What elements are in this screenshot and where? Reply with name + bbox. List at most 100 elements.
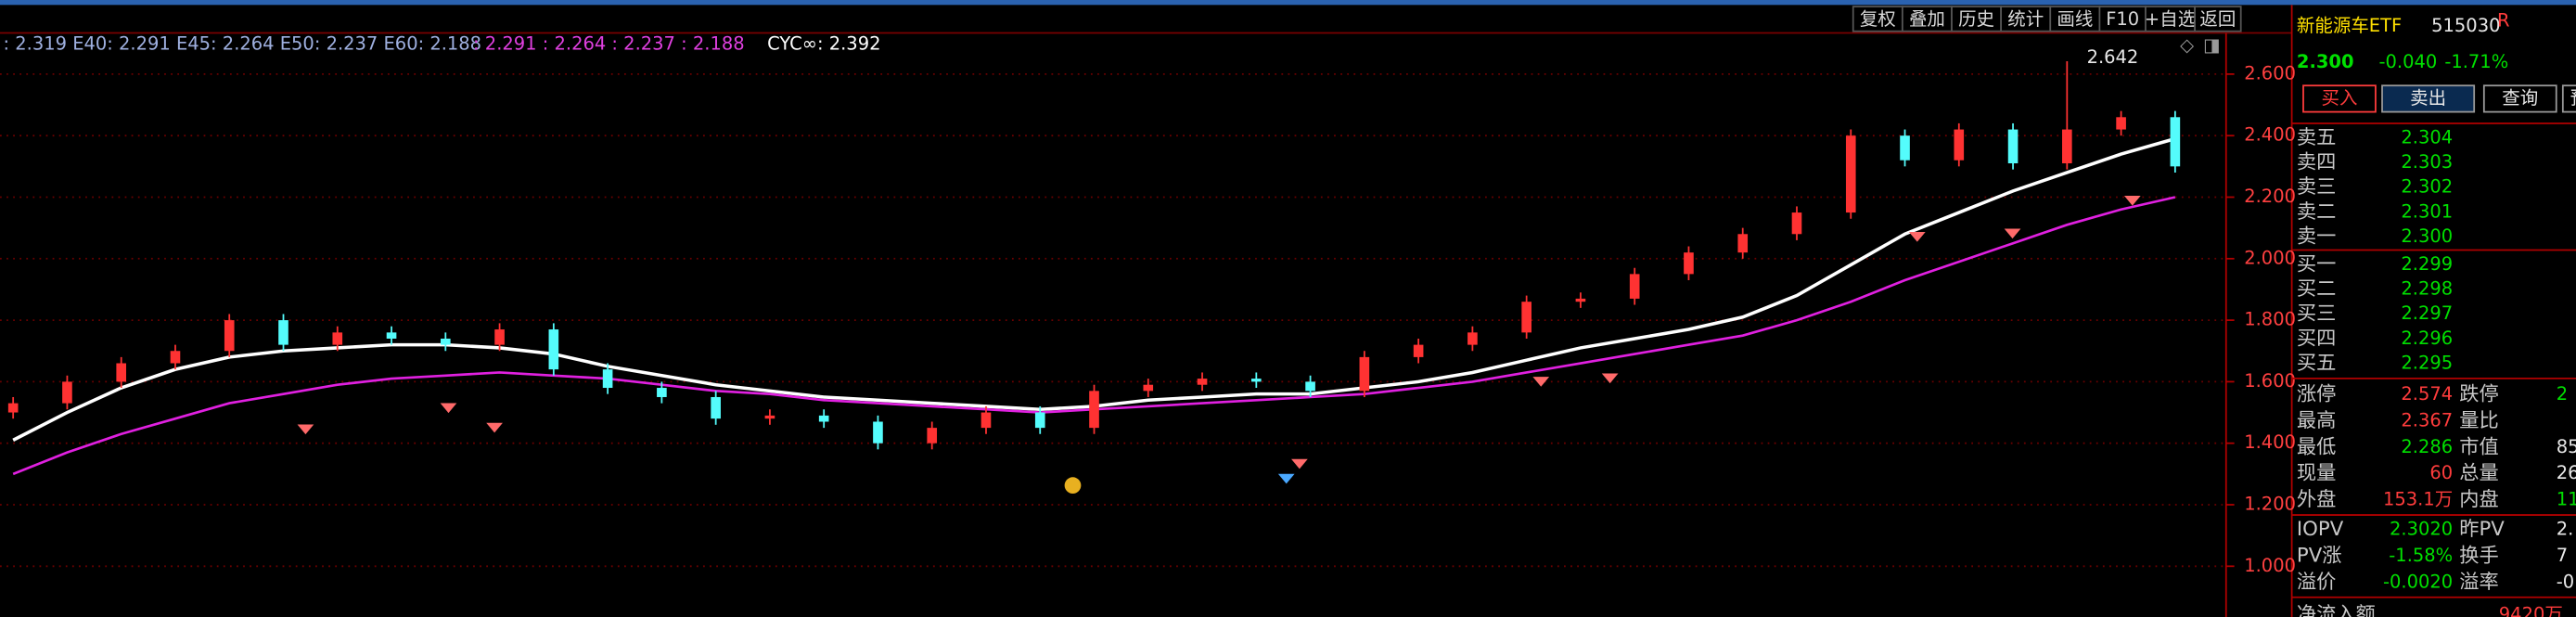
candle-body bbox=[1845, 135, 1856, 213]
icon[interactable]: ◇ bbox=[2180, 34, 2194, 56]
toolbar-button[interactable] bbox=[1852, 6, 1903, 32]
candle-body bbox=[2007, 129, 2019, 164]
candle-body bbox=[980, 412, 992, 429]
candle-body bbox=[1251, 379, 1262, 382]
book-label: 买三 bbox=[2297, 302, 2336, 326]
cycle-legend: CYC∞: 2.392 bbox=[767, 32, 880, 54]
toolbar-label[interactable]: 复权 bbox=[1860, 8, 1896, 30]
candle-body bbox=[602, 369, 613, 389]
etf-value: 2. bbox=[2557, 519, 2574, 540]
book-price: 2.297 bbox=[2401, 302, 2453, 324]
toolbar-label[interactable]: 画线 bbox=[2057, 8, 2093, 30]
trade-button[interactable] bbox=[2561, 84, 2576, 113]
book-label: 卖三 bbox=[2297, 175, 2336, 199]
top-bar bbox=[0, 0, 2576, 6]
quote-panel: 买入 卖出 查询 预卖五 2.304 卖四 2.303 卖三 2.302 卖二 2.301 卖一 2.3… bbox=[2291, 84, 2576, 617]
trade-button-label[interactable]: 查询 bbox=[2502, 87, 2538, 109]
etf-label: 昨PV bbox=[2459, 518, 2505, 541]
candle-body bbox=[1629, 274, 1640, 299]
book-label: 卖二 bbox=[2297, 200, 2336, 224]
toolbar-label[interactable]: 返回 bbox=[2199, 8, 2236, 30]
etf-value: 2.3020 bbox=[2390, 519, 2453, 540]
candle-body bbox=[170, 351, 181, 364]
etf-label: 溢率 bbox=[2459, 571, 2498, 594]
price-change: -0.040 bbox=[2378, 51, 2437, 72]
trade-button[interactable] bbox=[2482, 84, 2557, 113]
stat-label: 涨停 bbox=[2297, 383, 2336, 406]
etf-value: -0.0020 bbox=[2383, 571, 2453, 592]
trade-button[interactable] bbox=[2302, 84, 2377, 113]
toolbar-button[interactable] bbox=[2049, 6, 2101, 32]
book-price: 2.303 bbox=[2401, 151, 2453, 173]
indicator-legend: : 2.319 E40: 2.291 E45: 2.264 E50: 2.237… bbox=[4, 32, 482, 54]
icon[interactable]: ◨ bbox=[2203, 34, 2220, 56]
toolbar-button[interactable] bbox=[2098, 6, 2147, 32]
candle-body bbox=[62, 381, 72, 404]
toolbar-button[interactable] bbox=[2194, 6, 2242, 32]
flow-label: 净流入额 bbox=[2297, 603, 2376, 617]
etf-label: 换手 bbox=[2459, 544, 2498, 567]
candle-body bbox=[711, 396, 721, 419]
trade-button-label[interactable]: 买入 bbox=[2321, 87, 2357, 109]
toolbar-label[interactable]: 统计 bbox=[2007, 8, 2044, 30]
toolbar-button[interactable] bbox=[1901, 6, 1953, 32]
y-tick-label: 1.200 bbox=[2244, 493, 2296, 514]
candle-body bbox=[224, 320, 235, 352]
candle-body bbox=[494, 329, 505, 345]
security-name: 新能源车ETF bbox=[2297, 15, 2402, 36]
book-price: 2.298 bbox=[2401, 278, 2453, 300]
candle-body bbox=[2062, 129, 2072, 164]
etf-label: 溢价 bbox=[2297, 571, 2336, 594]
stat-value: 266 bbox=[2557, 462, 2576, 483]
candle-body bbox=[818, 415, 829, 422]
y-tick-label: 2.400 bbox=[2244, 124, 2296, 146]
toolbar-label[interactable]: 历史 bbox=[1958, 8, 1994, 30]
candle-body bbox=[1359, 356, 1370, 392]
stat-label: 现量 bbox=[2297, 462, 2336, 485]
stat-value: 2.367 bbox=[2401, 409, 2453, 431]
y-tick-label: 2.600 bbox=[2244, 62, 2296, 84]
book-price: 2.300 bbox=[2401, 225, 2453, 247]
book-label: 买四 bbox=[2297, 327, 2336, 350]
book-price: 2.302 bbox=[2401, 176, 2453, 198]
y-tick-label: 1.600 bbox=[2244, 370, 2296, 392]
last-price: 2.300 bbox=[2297, 51, 2354, 72]
toolbar-button[interactable] bbox=[2000, 6, 2052, 32]
candle-body bbox=[1791, 212, 1802, 235]
book-label: 买一 bbox=[2297, 252, 2336, 276]
stat-value: 85 bbox=[2557, 436, 2576, 457]
candle-body bbox=[332, 332, 343, 345]
trade-button-label[interactable]: 卖出 bbox=[2410, 87, 2446, 109]
stat-value: 153.1万 bbox=[2383, 489, 2453, 510]
candle-body bbox=[657, 388, 667, 397]
stat-label: 内盘 bbox=[2459, 488, 2498, 511]
candle-body bbox=[1737, 234, 1749, 253]
toolbar-button[interactable] bbox=[1951, 6, 2003, 32]
trade-button-label[interactable]: 预 bbox=[2570, 87, 2576, 109]
candle-body bbox=[1575, 298, 1586, 302]
stat-label: 最低 bbox=[2297, 435, 2336, 458]
book-label: 买五 bbox=[2297, 352, 2336, 375]
book-label: 买二 bbox=[2297, 277, 2336, 301]
candle-body bbox=[440, 338, 451, 345]
y-tick-label: 1.000 bbox=[2244, 555, 2296, 576]
y-tick-label: 2.000 bbox=[2244, 247, 2296, 268]
trade-button[interactable] bbox=[2381, 84, 2476, 113]
high-annotation: 2.642 bbox=[2087, 46, 2139, 68]
candle-body bbox=[1521, 302, 1532, 333]
candle-body bbox=[278, 320, 288, 345]
stat-label: 市值 bbox=[2459, 435, 2498, 458]
candle-body bbox=[1197, 379, 1208, 385]
candle-body bbox=[7, 403, 19, 413]
toolbar-label[interactable]: F10 bbox=[2106, 8, 2139, 30]
y-tick-label: 2.200 bbox=[2244, 186, 2296, 207]
toolbar-label[interactable]: +自选 bbox=[2145, 8, 2196, 30]
indicator-legend: : 2.291 : 2.264 : 2.237 : 2.188 bbox=[473, 32, 745, 54]
candle-body bbox=[116, 363, 127, 382]
signal-icons bbox=[297, 196, 2141, 494]
etf-value: 7 bbox=[2557, 545, 2568, 566]
toolbar-label[interactable]: 叠加 bbox=[1909, 8, 1945, 30]
candle-body bbox=[1089, 391, 1099, 429]
